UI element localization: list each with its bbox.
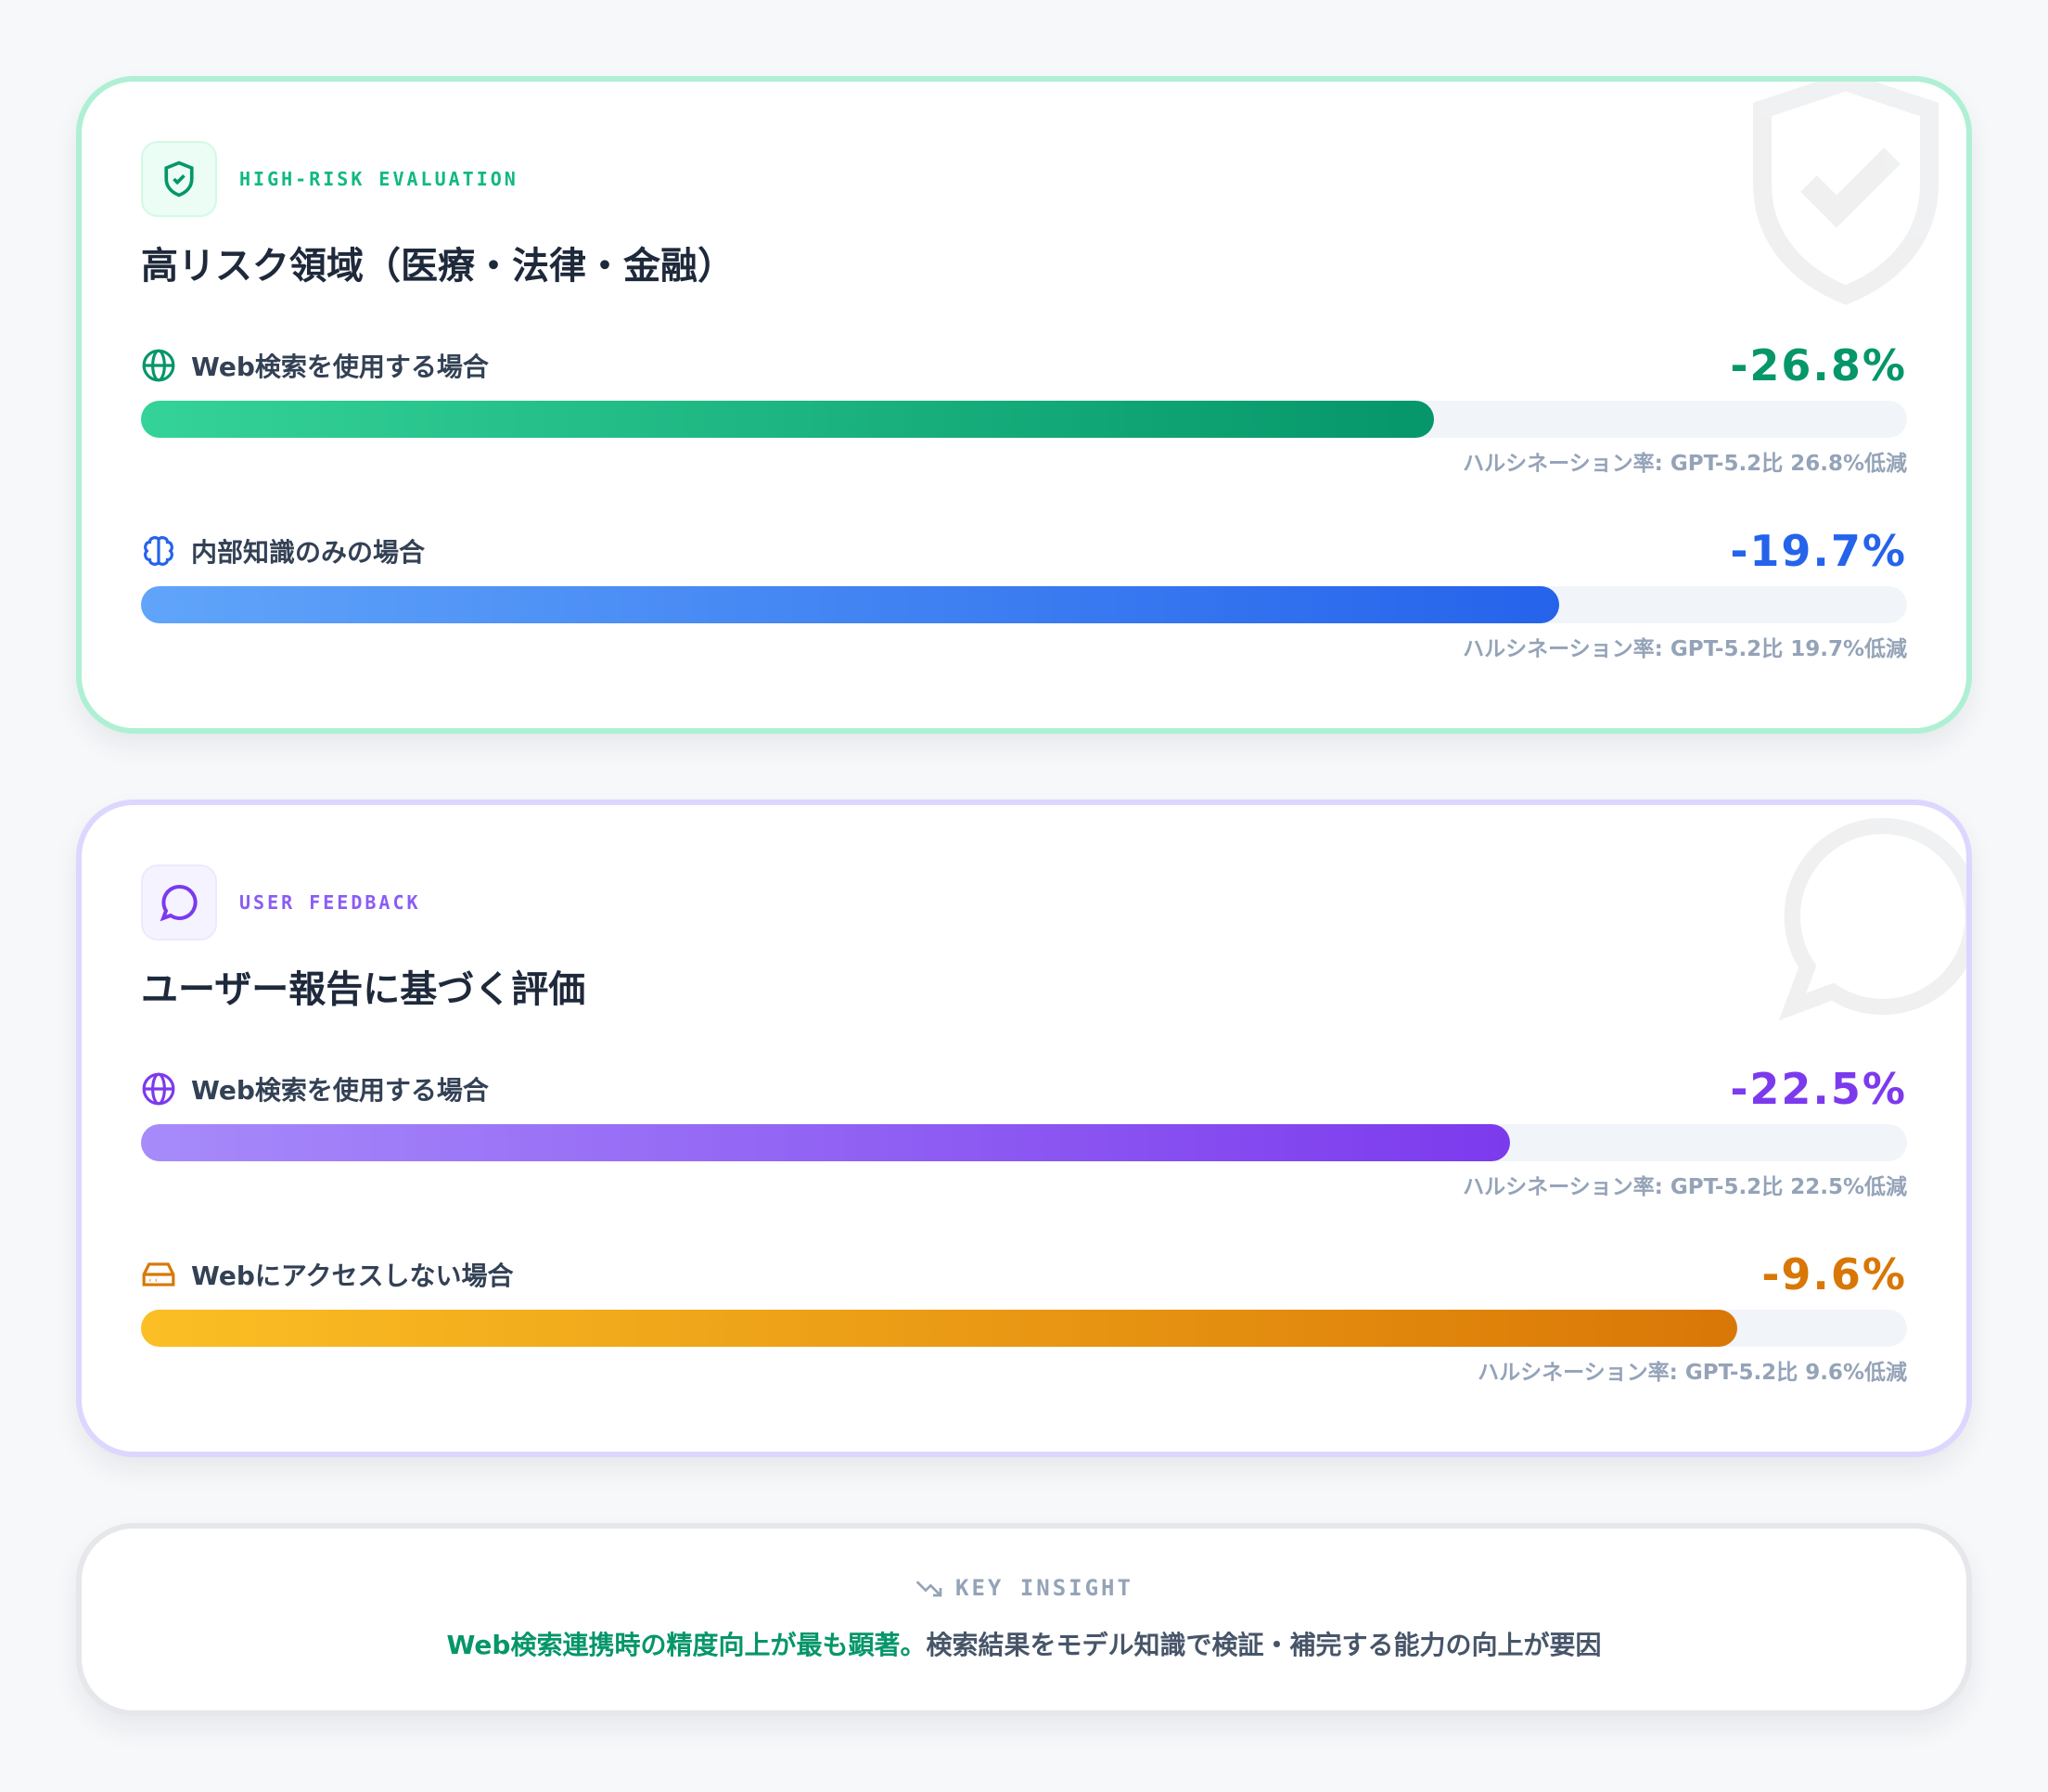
section-tag: USER FEEDBACK — [239, 891, 421, 914]
message-circle-icon — [141, 864, 217, 941]
section-tag: HIGH-RISK EVALUATION — [239, 168, 518, 190]
brain-icon — [144, 536, 173, 566]
metric-row: 内部知識のみの場合 -19.7% ハルシネーション率: GPT-5.2比 19.… — [141, 525, 1907, 662]
insight-tag: KEY INSIGHT — [955, 1575, 1133, 1601]
message-circle-bg-icon — [1778, 817, 1966, 1021]
metric-caption: ハルシネーション率: GPT-5.2比 19.7%低減 — [1463, 637, 1907, 661]
metric-row: Webにアクセスしない場合 -9.6% ハルシネーション率: GPT-5.2比 … — [141, 1248, 1907, 1386]
shield-check-icon — [141, 141, 217, 217]
progress-fill — [141, 1310, 1738, 1347]
trending-down-icon — [915, 1581, 942, 1597]
metric-caption: ハルシネーション率: GPT-5.2比 9.6%低減 — [1478, 1361, 1907, 1385]
key-insight-card: KEY INSIGHT Web検索連携時の精度向上が最も顕著。検索結果をモデル知… — [76, 1523, 1972, 1716]
insight-text: Web検索連携時の精度向上が最も顕著。検索結果をモデル知識で検証・補完する能力の… — [82, 1625, 1966, 1662]
globe-icon — [142, 349, 175, 382]
card-title: ユーザー報告に基づく評価 — [141, 968, 586, 1011]
progress-track — [141, 586, 1907, 623]
metric-value: -26.8% — [1730, 340, 1907, 390]
progress-fill — [141, 1124, 1510, 1161]
insight-body: 検索結果をモデル知識で検証・補完する能力の向上が要因 — [926, 1630, 1602, 1660]
metric-label: Web検索を使用する場合 — [191, 1075, 489, 1106]
metric-value: -19.7% — [1730, 526, 1907, 576]
metric-label: Webにアクセスしない場合 — [191, 1261, 514, 1291]
user-feedback-card: USER FEEDBACK ユーザー報告に基づく評価 Web検索を使用する場合 … — [76, 800, 1972, 1457]
metric-row: Web検索を使用する場合 -22.5% ハルシネーション率: GPT-5.2比 … — [141, 1063, 1907, 1200]
high-risk-card: HIGH-RISK EVALUATION 高リスク領域（医療・法律・金融） We… — [76, 76, 1972, 734]
metric-value: -22.5% — [1730, 1064, 1907, 1114]
metric-label: Web検索を使用する場合 — [191, 352, 489, 382]
hard-drive-icon — [142, 1262, 175, 1286]
insight-highlight: Web検索連携時の精度向上が最も顕著。 — [446, 1630, 927, 1660]
metric-label: 内部知識のみの場合 — [191, 537, 426, 568]
metric-value: -9.6% — [1761, 1249, 1907, 1299]
progress-track — [141, 401, 1907, 438]
shield-check-bg-icon — [1753, 82, 1939, 305]
metric-caption: ハルシネーション率: GPT-5.2比 26.8%低減 — [1463, 452, 1907, 476]
progress-fill — [141, 586, 1559, 623]
progress-fill — [141, 401, 1434, 438]
progress-track — [141, 1310, 1907, 1347]
globe-icon — [142, 1072, 175, 1106]
card-title: 高リスク領域（医療・法律・金融） — [141, 245, 735, 288]
metric-row: Web検索を使用する場合 -26.8% ハルシネーション率: GPT-5.2比 … — [141, 339, 1907, 477]
progress-track — [141, 1124, 1907, 1161]
metric-caption: ハルシネーション率: GPT-5.2比 22.5%低減 — [1463, 1175, 1907, 1199]
